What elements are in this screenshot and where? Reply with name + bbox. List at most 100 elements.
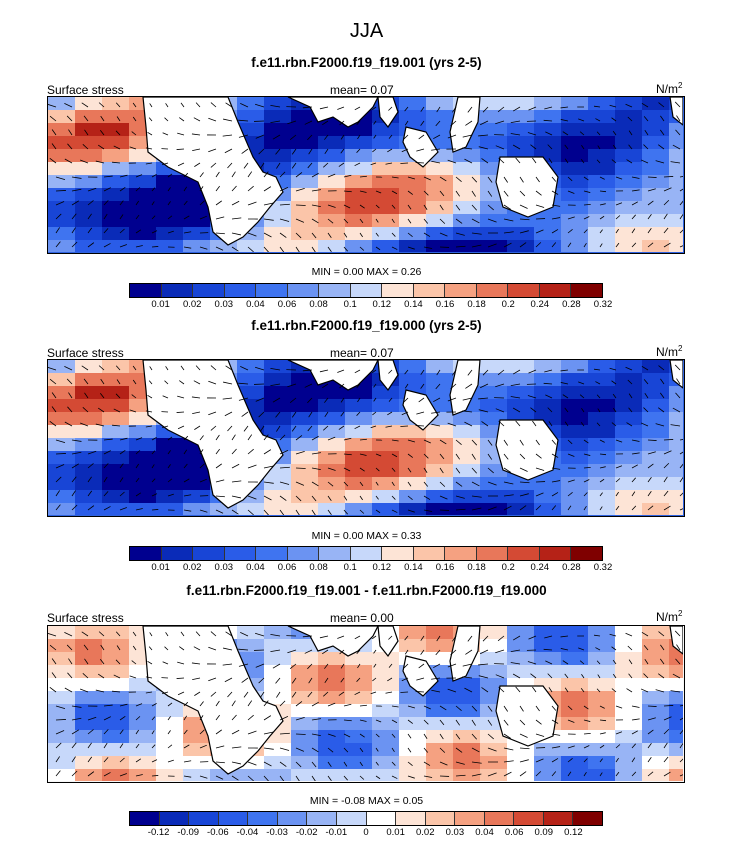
field-cell [615, 756, 643, 770]
wind-vector [647, 439, 657, 441]
wind-vector [151, 744, 156, 749]
wind-vector [401, 677, 409, 682]
field-cell [642, 240, 670, 252]
wind-vector [544, 369, 553, 373]
field-cell [102, 717, 130, 731]
wind-vector [148, 380, 153, 385]
field-cell [102, 412, 130, 426]
field-cell [480, 240, 508, 252]
wind-vector [151, 437, 157, 441]
wind-vector [535, 719, 542, 725]
wind-vector [119, 716, 126, 721]
wind-vector [407, 747, 412, 753]
colorbar-swatch [336, 812, 367, 825]
min-value: -0.08 [341, 795, 366, 807]
field-cell [561, 97, 589, 111]
field-cell [615, 227, 643, 241]
wind-vector [551, 771, 557, 777]
wind-vector [295, 761, 302, 768]
wind-vector [512, 407, 521, 413]
field-cell [399, 756, 427, 770]
wind-vector [119, 200, 124, 206]
colorbar-swatch [445, 547, 477, 560]
wind-vector [436, 369, 441, 376]
field-cell [48, 214, 76, 228]
field-cell [102, 490, 130, 504]
wind-vector [247, 700, 253, 707]
wind-vector [503, 467, 511, 473]
wind-vector [247, 714, 254, 721]
wind-vector [151, 187, 156, 192]
wind-vector [663, 439, 674, 441]
wind-vector [658, 631, 665, 637]
wind-vector [183, 449, 188, 455]
field-cell [345, 201, 373, 215]
wind-vector [55, 464, 65, 469]
field-cell [345, 162, 373, 176]
field-cell [561, 730, 589, 744]
colorbar-tick-label: 0.01 [386, 827, 405, 838]
wind-vector [528, 369, 537, 374]
wind-vector [647, 200, 654, 206]
wind-vector [567, 176, 573, 182]
wind-vector [597, 408, 601, 413]
wind-vector [407, 467, 412, 473]
wind-vector [231, 714, 237, 721]
wind-vector [431, 423, 441, 427]
wind-vector [167, 730, 171, 735]
wind-vector [583, 216, 590, 220]
field-cell [291, 227, 319, 241]
wind-vector [455, 176, 462, 182]
wind-vector [327, 747, 334, 753]
field-cell [480, 201, 508, 215]
wind-vector [103, 438, 113, 441]
wind-vector [135, 492, 142, 497]
field-cell [669, 477, 683, 491]
field-cell [669, 425, 683, 439]
field-cell [615, 188, 643, 202]
wind-vector [670, 161, 681, 164]
colorbar-swatch [287, 284, 320, 297]
field-cell [264, 97, 292, 111]
wind-vector [375, 509, 381, 514]
field-cell [588, 110, 616, 124]
wind-vector [503, 771, 512, 777]
field-cell [318, 503, 346, 515]
field-cell [48, 136, 76, 150]
field-cell [75, 386, 103, 400]
wind-vector [423, 232, 431, 237]
wind-vector [147, 394, 153, 399]
wind-vector [55, 476, 62, 483]
wind-vector [560, 106, 569, 109]
wind-vector [562, 394, 569, 399]
wind-vector [530, 407, 537, 413]
land-layer [142, 360, 683, 509]
wind-vector [404, 383, 409, 389]
field-cell [480, 399, 508, 413]
wind-vector [68, 658, 73, 665]
wind-vector [487, 176, 493, 183]
field-cell [642, 626, 670, 640]
wind-vector [631, 730, 639, 735]
field-cell [264, 110, 292, 124]
field-cell [291, 464, 319, 478]
wind-vector [71, 463, 80, 469]
field-cell [561, 201, 589, 215]
field-cell [588, 503, 616, 515]
field-cell [48, 464, 76, 478]
wind-vector [547, 144, 553, 150]
wind-vector [455, 481, 463, 487]
wind-vector [439, 176, 447, 182]
field-cell [48, 691, 76, 705]
wind-vector [423, 204, 428, 210]
field-cell [102, 149, 130, 163]
wind-vector [615, 478, 621, 483]
wind-vector [560, 382, 569, 385]
wind-vector [79, 688, 89, 693]
field-cell [102, 477, 130, 491]
wind-vector [167, 436, 173, 441]
wind-vector [579, 131, 585, 136]
wind-vector [199, 215, 207, 220]
wind-vector [359, 190, 367, 193]
wind-vector [55, 190, 66, 192]
